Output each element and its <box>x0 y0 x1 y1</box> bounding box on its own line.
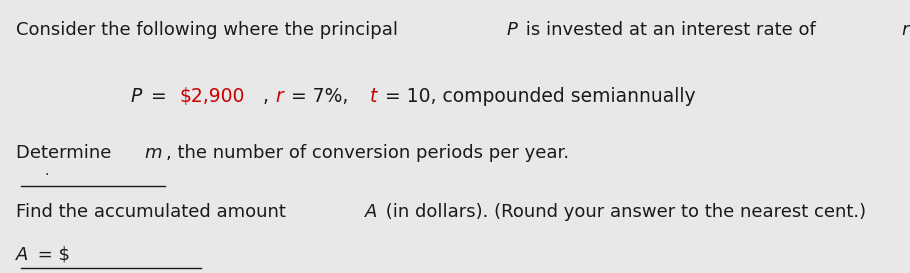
Text: , the number of conversion periods per year.: , the number of conversion periods per y… <box>167 144 570 162</box>
Text: r: r <box>275 87 283 106</box>
Text: P: P <box>131 87 142 106</box>
Text: =: = <box>145 87 173 106</box>
Text: ·: · <box>45 168 49 182</box>
Text: (in dollars). (Round your answer to the nearest cent.): (in dollars). (Round your answer to the … <box>380 203 866 221</box>
Text: A: A <box>16 246 28 263</box>
Text: Determine: Determine <box>16 144 117 162</box>
Text: Find the accumulated amount: Find the accumulated amount <box>16 203 292 221</box>
Text: P: P <box>507 21 518 39</box>
Text: r: r <box>902 21 909 39</box>
Text: is invested at an interest rate of: is invested at an interest rate of <box>521 21 822 39</box>
Text: t: t <box>369 87 377 106</box>
Text: Consider the following where the principal: Consider the following where the princip… <box>16 21 404 39</box>
Text: A: A <box>365 203 377 221</box>
Text: = $: = $ <box>32 246 70 263</box>
Text: $2,900: $2,900 <box>180 87 246 106</box>
Text: m: m <box>144 144 162 162</box>
Text: ,: , <box>263 87 272 106</box>
Text: = 10, compounded semiannually: = 10, compounded semiannually <box>379 87 695 106</box>
Text: = 7%,: = 7%, <box>285 87 352 106</box>
